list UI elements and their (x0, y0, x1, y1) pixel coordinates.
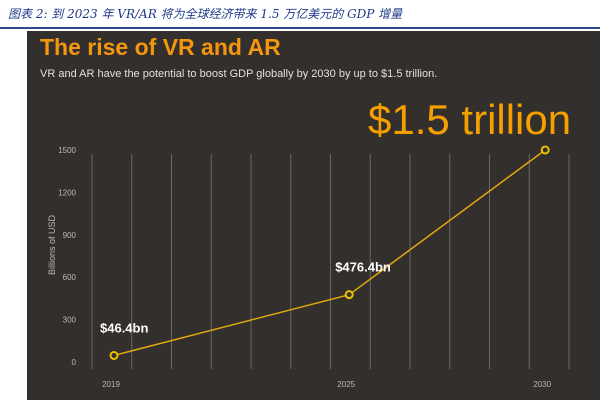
x-tick-label: 2030 (533, 380, 551, 389)
data-point (109, 350, 119, 360)
y-tick-label: 600 (63, 273, 77, 282)
data-label: $476.4bn (335, 260, 391, 275)
y-tick-label: 1200 (58, 188, 76, 197)
figure-caption: 图表 2: 到 2023 年 VR/AR 将为全球经济带来 1.5 万亿美元的 … (8, 7, 403, 21)
caption-rule (0, 27, 600, 29)
x-tick-label: 2025 (337, 380, 355, 389)
data-point (540, 145, 550, 155)
y-tick-label: 300 (63, 316, 77, 325)
series-line (113, 149, 546, 357)
y-tick-label: 0 (72, 358, 77, 367)
y-axis-label: Billions of USD (47, 214, 57, 275)
chart-subtitle: VR and AR have the potential to boost GD… (40, 68, 438, 80)
chart-title: The rise of VR and AR (40, 34, 281, 60)
headline-annotation: $1.5 trillion (368, 96, 572, 143)
x-tick-label: 2019 (102, 380, 120, 389)
data-point (344, 290, 354, 300)
y-tick-label: 900 (63, 231, 77, 240)
chart-panel (27, 31, 600, 400)
data-label: $46.4bn (100, 320, 148, 335)
y-tick-label: 1500 (58, 146, 76, 155)
